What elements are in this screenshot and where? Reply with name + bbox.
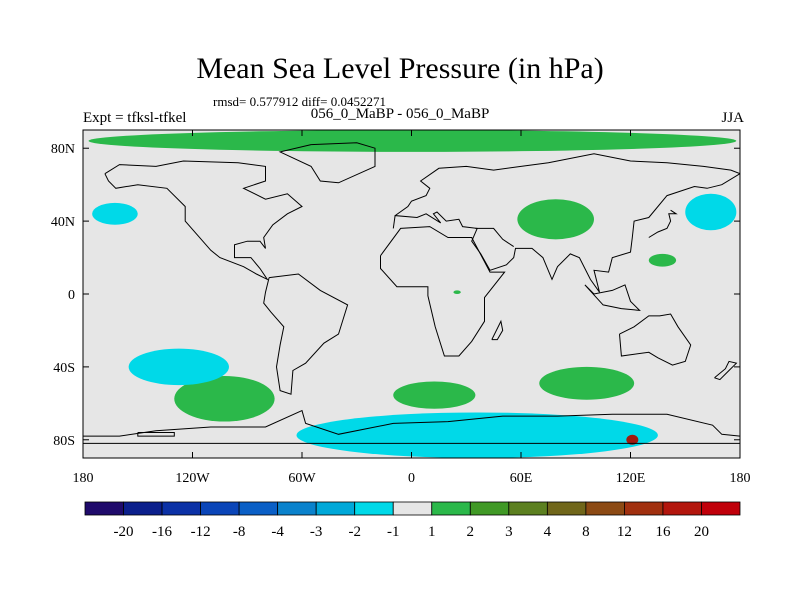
colorbar-swatch [431,501,471,516]
rmsd-diff-stats: rmsd= 0.577912 diff= 0.0452271 [213,94,386,109]
anomaly-region-positive-6 [539,366,635,400]
colorbar-label: 4 [544,524,552,540]
y-tick-label: 40N [51,215,75,230]
y-tick-label: 80S [53,434,75,449]
x-tick-label: 0 [408,471,415,486]
colorbar-label: 8 [582,524,590,540]
anomaly-region-positive-4 [174,376,275,422]
colorbar-label: -12 [191,524,211,540]
colorbar-swatch [315,501,356,516]
x-tick-label: 120W [175,471,210,486]
colorbar-swatch [508,501,548,516]
coastline-greenland [278,142,376,184]
coastline-antarctica [83,409,740,437]
colorbar-label: 2 [467,524,475,540]
colorbar-swatch [84,501,124,516]
coastline-africa [380,226,506,357]
anomaly-region-positive-1 [517,199,594,240]
colorbar-swatch [469,501,510,516]
colorbar-swatch [585,501,625,516]
colorbar-swatch [546,501,587,516]
coastline-eurasia [392,153,740,293]
y-tick-label: 0 [68,288,75,303]
coastline-antarctic-lake [137,432,175,437]
colorbar-swatch [354,501,394,516]
colorbar-label: 20 [694,524,709,540]
colorbar-label: -4 [271,524,284,540]
coastline-borneo-indonesia [584,284,641,312]
anomaly-region-negative-10 [296,412,658,458]
x-tick-label: 60W [288,471,316,486]
colorbar-swatch [277,501,317,516]
coastline-arabia-gap [475,227,514,248]
colorbar-label: 3 [505,524,513,540]
colorbar-label: 12 [617,524,632,540]
colorbar-label: -8 [233,524,246,540]
anomaly-region-positive-2 [648,253,677,267]
colorbar-swatch [123,501,163,516]
colorbar-label: -16 [152,524,172,540]
colorbar-swatch [238,501,279,516]
colorbar-label: 1 [428,524,436,540]
colorbar-swatch [624,501,664,516]
anomaly-region-positive-3 [453,290,461,294]
experiment-label: Expt = tfksl-tfkel [83,110,187,126]
x-tick-label: 180 [730,471,751,486]
colorbar-label: -20 [114,524,134,540]
coastline-japan [648,209,678,238]
x-tick-label: 120E [616,471,646,486]
coastline-australia [619,313,692,366]
season-label: JJA [721,110,744,126]
anomaly-region-positive-5 [393,381,476,409]
coastline-madagascar [491,319,504,341]
anomaly-region-red [626,434,639,445]
colorbar-swatch [161,501,201,516]
colorbar-swatch [392,501,433,516]
anomaly-region-positive-0 [88,130,737,152]
colorbar-swatch [662,501,702,516]
coastline-north-america [104,160,303,281]
x-tick-label: 180 [73,471,94,486]
anomaly-region-negative-9 [128,348,229,386]
anomaly-region-negative-7 [92,202,138,225]
chart-title: Mean Sea Level Pressure (in hPa) [196,52,604,85]
colorbar-label: -2 [348,524,361,540]
y-tick-label: 40S [53,361,75,376]
coastline-south-america [263,273,349,395]
chart-subtitle: 056_0_MaBP - 056_0_MaBP [310,106,490,122]
y-tick-label: 80N [51,142,75,157]
x-tick-label: 60E [510,471,533,486]
coastline-new-zealand [714,360,738,381]
colorbar-label: 16 [655,524,671,540]
colorbar-swatch [200,501,240,516]
anomaly-region-negative-8 [685,193,737,231]
colorbar-label: -3 [310,524,323,540]
colorbar-label: -1 [387,524,400,540]
colorbar-swatch [701,501,741,516]
